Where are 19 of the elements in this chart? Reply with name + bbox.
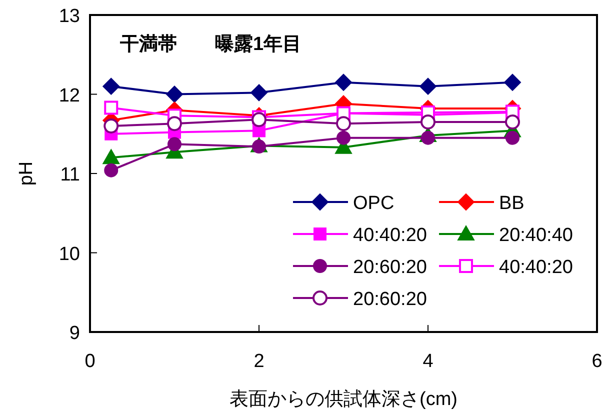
legend-label: 20:60:20	[353, 289, 427, 310]
x-tick-label: 2	[254, 351, 264, 372]
y-axis-title: pH	[16, 161, 37, 186]
x-tick-label: 4	[422, 351, 434, 372]
legend-label: OPC	[353, 193, 394, 214]
y-tick-label: 9	[69, 323, 80, 344]
x-axis-title: 表面からの供試体深さ(cm)	[230, 389, 458, 410]
y-tick-label: 11	[60, 164, 80, 186]
x-tick-label: 0	[84, 351, 96, 372]
text: 干満帯 曝露1年目	[119, 33, 302, 55]
legend-label: 20:60:20	[353, 257, 427, 278]
y-tick-label: 12	[58, 85, 80, 106]
legend-label: BB	[499, 193, 524, 214]
legend-label: 40:40:20	[353, 225, 427, 246]
x-tick-label: 6	[592, 351, 602, 372]
legend-label: 20:40:40	[499, 225, 573, 246]
legend-label: 40:40:20	[499, 257, 573, 278]
y-tick-label: 13	[58, 6, 80, 27]
y-tick-label: 10	[58, 244, 80, 265]
